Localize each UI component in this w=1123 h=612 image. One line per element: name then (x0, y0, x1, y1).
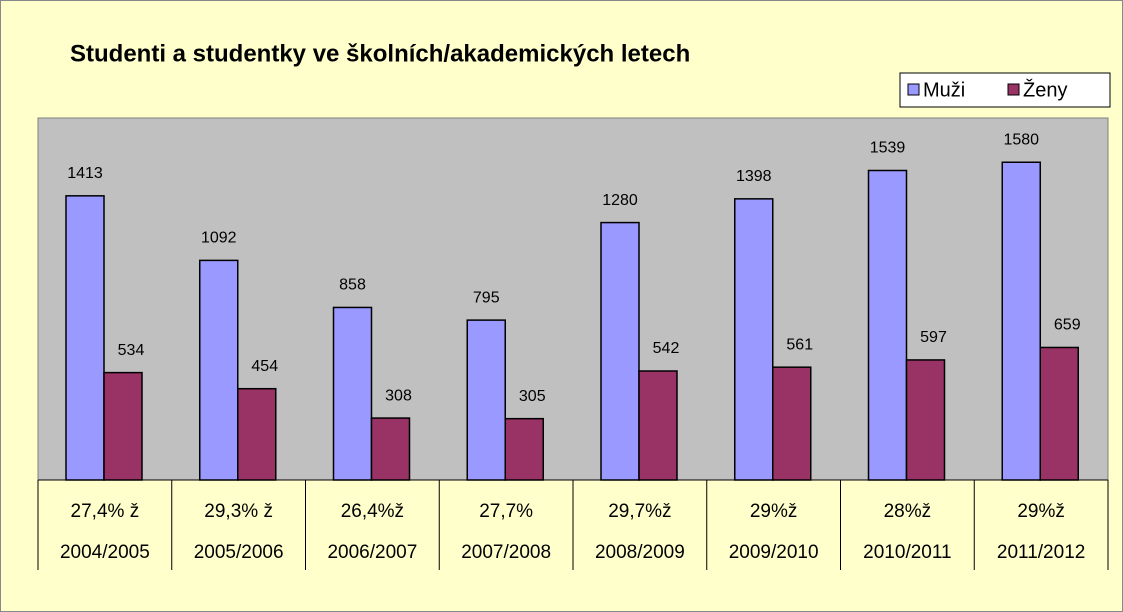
data-label: 1092 (201, 230, 237, 247)
x-tick-label: 2005/2006 (194, 542, 284, 563)
bar (905, 359, 946, 481)
data-label: 561 (786, 336, 813, 353)
bar (237, 387, 277, 481)
bar (867, 169, 908, 481)
bar (734, 198, 774, 481)
bar (199, 259, 239, 481)
data-label: 1280 (602, 192, 638, 209)
data-label: 858 (339, 277, 366, 294)
share-label: 27,4% ž (71, 501, 140, 522)
bar (504, 417, 544, 481)
bar (772, 366, 812, 481)
share-label: 27,7% (479, 501, 533, 522)
plot-area (37, 117, 1109, 481)
share-label: 29%ž (750, 501, 798, 522)
share-label: 26,4%ž (341, 501, 404, 522)
bar (1039, 346, 1079, 481)
data-label: 1413 (67, 165, 103, 182)
data-label: 308 (385, 387, 412, 404)
data-label: 597 (920, 329, 947, 346)
share-label: 29%ž (1017, 501, 1065, 522)
bar (466, 319, 506, 481)
bar (600, 221, 640, 481)
bar (103, 371, 143, 481)
data-label: 534 (118, 342, 145, 359)
chart-title: Studenti a studentky ve školních/akademi… (70, 40, 690, 67)
x-tick-label: 2011/2012 (997, 542, 1085, 563)
data-label: 659 (1054, 317, 1081, 334)
share-label: 28%ž (884, 501, 932, 522)
x-tick-label: 2010/2011 (863, 542, 951, 563)
x-tick-label: 2006/2007 (327, 542, 417, 563)
data-label: 454 (251, 358, 278, 375)
data-label: 795 (473, 289, 500, 306)
x-tick-label: 2009/2010 (729, 542, 819, 563)
data-label: 542 (653, 340, 680, 357)
bar (1001, 161, 1041, 481)
bar (65, 195, 105, 481)
bar (332, 306, 373, 481)
x-tick-label: 2007/2008 (461, 542, 551, 563)
x-tick-label: 2008/2009 (595, 542, 685, 563)
bar (638, 370, 678, 481)
data-label: 1580 (1003, 131, 1039, 148)
x-tick-label: 2004/2005 (60, 542, 150, 563)
data-label: 1398 (736, 168, 772, 185)
legend-label: Muži (923, 79, 965, 101)
data-label: 1539 (870, 140, 906, 157)
legend-swatch (907, 83, 920, 96)
legend-swatch (1007, 83, 1020, 96)
share-label: 29,7%ž (608, 501, 671, 522)
bar (370, 417, 411, 481)
data-label: 305 (519, 388, 546, 405)
legend (899, 72, 1111, 108)
legend-label: Ženy (1023, 78, 1067, 101)
share-label: 29,3% ž (204, 501, 273, 522)
